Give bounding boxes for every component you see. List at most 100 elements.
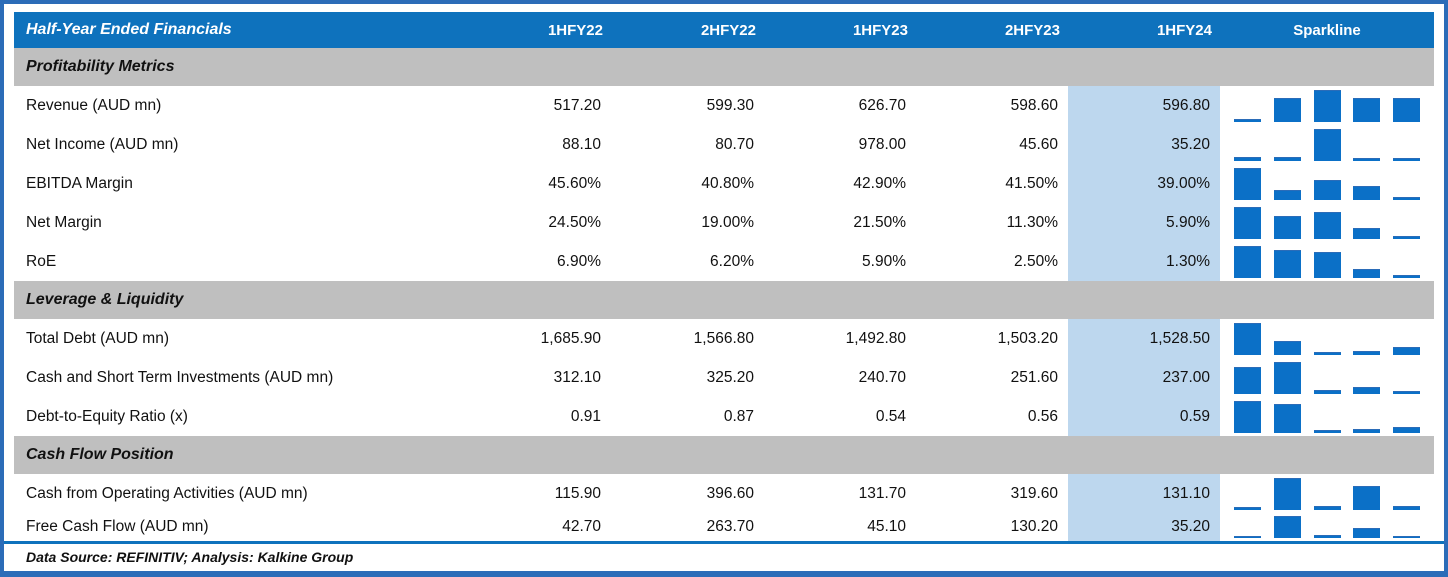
value-cell: 240.70 <box>764 358 916 397</box>
sparkline <box>1220 358 1434 397</box>
column-header-2hfy22: 2HFY22 <box>700 21 756 39</box>
table-body: Profitability Metrics Revenue (AUD mn) 517… <box>14 48 1434 541</box>
value-cell-current: 39.00% <box>1068 164 1220 203</box>
value-cell: 45.60% <box>496 164 611 203</box>
sparkline-bar <box>1234 246 1261 278</box>
sparkline-bar <box>1273 189 1301 200</box>
table-row: Total Debt (AUD mn) 1,685.90 1,566.80 1,492… <box>14 319 1434 358</box>
sparkline-bar <box>1353 269 1381 278</box>
value-cell: 21.50% <box>764 203 916 242</box>
value-cell: 131.70 <box>764 474 916 513</box>
value-cell: 1,492.80 <box>764 319 916 358</box>
footer-divider <box>4 541 1444 544</box>
sparkline-bar <box>1273 362 1301 394</box>
value-cell: 42.70 <box>496 513 611 541</box>
sparkline-bar <box>1393 236 1420 239</box>
sparkline-bar <box>1353 486 1381 510</box>
metric-label: RoE <box>14 242 496 281</box>
sparkline <box>1220 203 1434 242</box>
sparkline-bar <box>1353 158 1381 161</box>
sparkline-bar <box>1234 323 1261 355</box>
value-cell: 1,503.20 <box>916 319 1068 358</box>
section-header: Profitability Metrics <box>14 48 1434 86</box>
sparkline-bar <box>1273 249 1301 278</box>
sparkline-bar <box>1273 404 1301 433</box>
sparkline-bar <box>1393 98 1420 122</box>
value-cell: 0.56 <box>916 397 1068 436</box>
sparkline-bar <box>1313 180 1341 200</box>
sparkline-bar <box>1273 97 1301 122</box>
sparkline-bar <box>1273 157 1301 161</box>
sparkline-bar <box>1234 207 1261 239</box>
section-header: Cash Flow Position <box>14 436 1434 474</box>
sparkline-bar <box>1313 212 1341 239</box>
value-cell: 42.90% <box>764 164 916 203</box>
value-cell: 325.20 <box>611 358 764 397</box>
sparkline <box>1220 397 1434 436</box>
sparkline-bar <box>1353 186 1381 200</box>
sparkline-bar <box>1234 366 1261 394</box>
value-cell: 5.90% <box>764 242 916 281</box>
sparkline-bar <box>1313 129 1341 161</box>
metric-label: Cash and Short Term Investments (AUD mn) <box>14 358 496 397</box>
sparkline-bar <box>1313 90 1341 122</box>
metric-label: EBITDA Margin <box>14 164 496 203</box>
value-cell-current: 1,528.50 <box>1068 319 1220 358</box>
metric-label: Free Cash Flow (AUD mn) <box>14 513 496 541</box>
value-cell-current: 131.10 <box>1068 474 1220 513</box>
value-cell: 396.60 <box>611 474 764 513</box>
value-cell-current: 596.80 <box>1068 86 1220 125</box>
table-row: RoE 6.90% 6.20% 5.90% 2.50% 1.30% <box>14 242 1434 281</box>
sparkline-bar <box>1313 352 1341 355</box>
value-cell: 263.70 <box>611 513 764 541</box>
value-cell: 19.00% <box>611 203 764 242</box>
value-cell: 319.60 <box>916 474 1068 513</box>
sparkline-bar <box>1313 505 1341 510</box>
sparkline-bar <box>1393 158 1420 161</box>
sparkline-bar <box>1393 536 1420 538</box>
sparkline-bar <box>1273 478 1301 510</box>
sparkline-bar <box>1234 507 1261 510</box>
sparkline-bar <box>1393 505 1420 510</box>
value-cell: 130.20 <box>916 513 1068 541</box>
section-header: Leverage & Liquidity <box>14 281 1434 319</box>
sparkline-bar <box>1273 341 1301 355</box>
value-cell-current: 1.30% <box>1068 242 1220 281</box>
value-cell: 1,685.90 <box>496 319 611 358</box>
column-header-1hfy23: 1HFY23 <box>852 21 908 39</box>
value-cell: 45.60 <box>916 125 1068 164</box>
sparkline-bar <box>1393 275 1420 278</box>
table-row: Net Income (AUD mn) 88.10 80.70 978.00 45.60… <box>14 125 1434 164</box>
sparkline-bar <box>1313 251 1341 278</box>
table-row: Net Margin 24.50% 19.00% 21.50% 11.30% 5.90% <box>14 203 1434 242</box>
sparkline <box>1220 86 1434 125</box>
table-row: Revenue (AUD mn) 517.20 599.30 626.70 598.60… <box>14 86 1434 125</box>
column-header-2hfy23: 2HFY23 <box>1004 21 1060 39</box>
sparkline <box>1220 242 1434 281</box>
sparkline-bar <box>1393 391 1420 394</box>
metric-label: Revenue (AUD mn) <box>14 86 496 125</box>
value-cell-current: 35.20 <box>1068 513 1220 541</box>
value-cell: 24.50% <box>496 203 611 242</box>
value-cell: 1,566.80 <box>611 319 764 358</box>
sparkline-bar <box>1353 350 1381 355</box>
value-cell: 598.60 <box>916 86 1068 125</box>
sparkline-bar <box>1313 430 1341 433</box>
sparkline-bar <box>1393 197 1420 200</box>
metric-label: Total Debt (AUD mn) <box>14 319 496 358</box>
sparkline-bar <box>1313 535 1341 538</box>
metric-label: Cash from Operating Activities (AUD mn) <box>14 474 496 513</box>
sparkline-bar <box>1234 401 1261 433</box>
sparkline-bar <box>1234 535 1261 538</box>
sparkline-bar <box>1234 168 1261 200</box>
value-cell-current: 5.90% <box>1068 203 1220 242</box>
value-cell-current: 237.00 <box>1068 358 1220 397</box>
table-row: Free Cash Flow (AUD mn) 42.70 263.70 45.10 1… <box>14 513 1434 541</box>
table-row: Debt-to-Equity Ratio (x) 0.91 0.87 0.54 0.56… <box>14 397 1434 436</box>
value-cell-current: 35.20 <box>1068 125 1220 164</box>
value-cell: 251.60 <box>916 358 1068 397</box>
metric-label: Debt-to-Equity Ratio (x) <box>14 397 496 436</box>
sparkline-bar <box>1353 97 1381 122</box>
sparkline <box>1220 319 1434 358</box>
value-cell: 517.20 <box>496 86 611 125</box>
